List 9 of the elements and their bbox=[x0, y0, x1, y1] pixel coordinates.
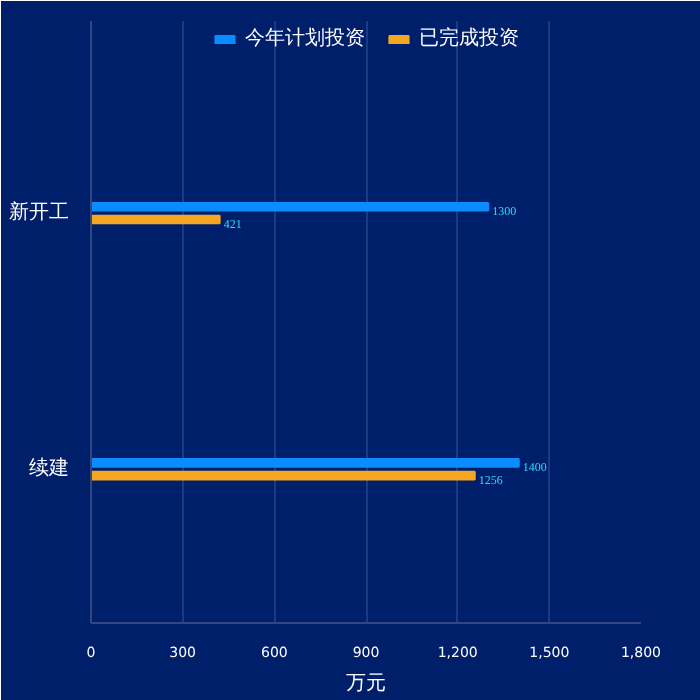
x-axis-title: 万元 bbox=[346, 673, 386, 695]
legend-label: 今年计划投资 bbox=[245, 25, 365, 52]
y-tick-label: 续建 bbox=[29, 456, 69, 481]
y-tick-label: 新开工 bbox=[9, 200, 69, 225]
bar bbox=[91, 214, 221, 225]
bar bbox=[91, 470, 476, 481]
legend-label: 已完成投资 bbox=[419, 25, 519, 52]
bar bbox=[91, 201, 490, 212]
bar bbox=[91, 458, 520, 468]
